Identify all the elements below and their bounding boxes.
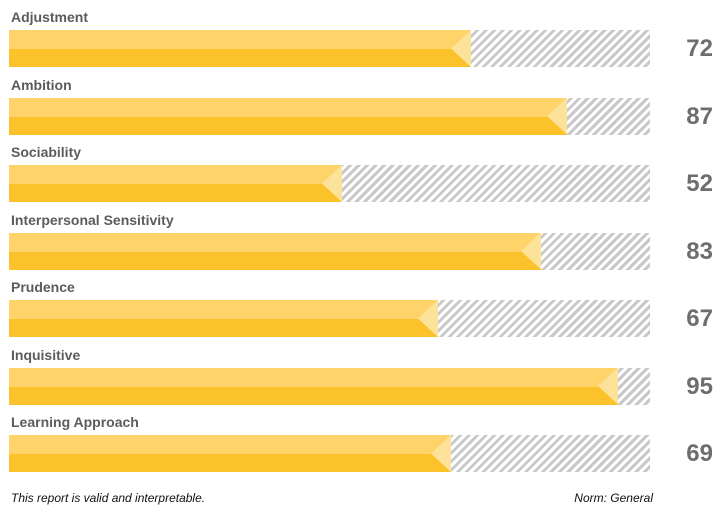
bar-label: Ambition <box>11 76 72 93</box>
bar-label: Adjustment <box>11 9 88 25</box>
bar-row: Inquisitive 95 <box>0 347 719 415</box>
bar-label: Prudence <box>11 279 75 295</box>
validity-note: This report is valid and interpretable. <box>11 491 206 505</box>
bar-fill <box>9 232 541 270</box>
bar-track <box>9 232 650 270</box>
bar-label: Learning Approach <box>11 414 139 430</box>
bar-label: Sociability <box>11 144 82 160</box>
scale-chart: Adjustment 72 Ambition 87 Sociability 52 Inter… <box>0 9 719 482</box>
bar-value-label: 67 <box>686 305 713 332</box>
bar-track <box>9 30 650 67</box>
bar-row: Prudence 67 <box>0 279 719 347</box>
bar-fill <box>9 367 618 405</box>
bar-value-label: 95 <box>686 372 713 400</box>
bar-label: Inquisitive <box>11 346 81 363</box>
bar-row: Interpersonal Sensitivity 83 <box>0 212 719 280</box>
bar-fill <box>9 97 567 135</box>
bar-track <box>9 367 650 405</box>
bar-track <box>9 300 650 337</box>
bar-track <box>9 97 650 135</box>
bar-value-label: 52 <box>686 170 713 197</box>
bar-fill <box>9 30 471 67</box>
bar-row: Learning Approach 69 <box>0 414 719 482</box>
bar-value-label: 69 <box>686 440 713 467</box>
bar-fill <box>9 435 451 472</box>
bar-row: Sociability 52 <box>0 144 719 212</box>
bar-row: Ambition 87 <box>0 77 719 145</box>
bar-track <box>9 165 650 202</box>
bar-value-label: 87 <box>686 102 713 130</box>
bar-track <box>9 435 650 472</box>
bar-label: Interpersonal Sensitivity <box>11 211 174 228</box>
bar-fill <box>9 165 342 202</box>
bar-fill <box>9 300 438 337</box>
bar-value-label: 83 <box>686 237 713 265</box>
bar-row: Adjustment 72 <box>0 9 719 77</box>
norm-label: Norm: General <box>574 491 653 505</box>
bar-value-label: 72 <box>686 35 713 62</box>
